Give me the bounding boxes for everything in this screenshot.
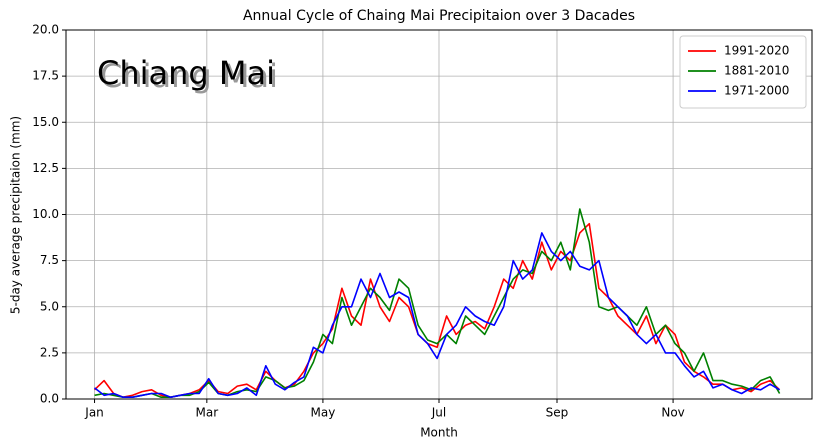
y-axis-label: 5-day average precipitaion (mm) <box>9 116 23 314</box>
chart-title: Annual Cycle of Chaing Mai Precipitaion … <box>243 8 635 24</box>
legend-box <box>679 35 807 109</box>
x-axis-label: Month <box>420 426 458 440</box>
y-tick-label: 15.0 <box>32 115 59 129</box>
data-line <box>93 222 781 398</box>
y-tick-label: 5.0 <box>40 299 59 313</box>
y-tick-label: 7.5 <box>40 253 59 267</box>
x-tick-label: May <box>311 406 336 420</box>
x-tick-label: Sep <box>546 406 569 420</box>
data-line <box>94 232 781 398</box>
x-tick-label: Jul <box>431 406 446 420</box>
y-tick-label: 0.0 <box>40 392 59 406</box>
y-tick-label: 17.5 <box>32 69 59 83</box>
y-tick-label: 10.0 <box>32 207 59 221</box>
x-tick-label: Nov <box>661 406 684 420</box>
x-tick-label: Mar <box>196 406 219 420</box>
annotation-shadow: Chiang Mai <box>100 57 278 95</box>
annotation: Chiang Mai <box>97 54 275 92</box>
legend-label: 1881-2010 <box>724 64 789 78</box>
data-line <box>94 208 781 398</box>
y-tick-label: 2.5 <box>40 345 59 359</box>
plot-frame <box>65 29 813 400</box>
legend-label: 1971-2000 <box>724 84 789 98</box>
y-tick-label: 20.0 <box>32 23 59 37</box>
y-tick-label: 12.5 <box>32 161 59 175</box>
legend-label: 1991-2020 <box>724 44 789 58</box>
x-tick-label: Jan <box>84 406 104 420</box>
